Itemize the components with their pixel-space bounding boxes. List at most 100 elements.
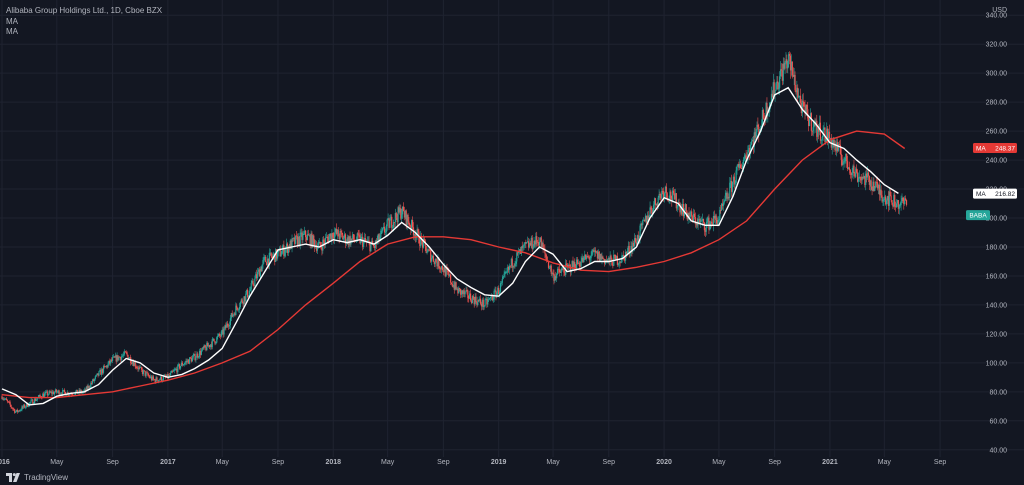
candle — [44, 390, 47, 396]
candle — [500, 281, 502, 287]
candle — [887, 190, 889, 212]
candle — [230, 312, 232, 322]
candle — [460, 288, 462, 299]
candle — [58, 389, 60, 397]
candle — [396, 213, 398, 228]
candle — [896, 199, 899, 207]
candle — [753, 127, 755, 153]
candle — [541, 241, 543, 247]
candle — [621, 252, 623, 264]
candle — [219, 333, 222, 340]
candle — [136, 365, 138, 369]
candle — [680, 202, 682, 215]
candle — [187, 358, 189, 364]
candle — [189, 357, 191, 365]
candle — [463, 288, 465, 298]
candle — [712, 211, 715, 232]
candle — [100, 368, 102, 375]
candle — [90, 381, 92, 389]
candle — [11, 406, 13, 409]
candle — [108, 360, 110, 366]
candle — [715, 213, 717, 224]
candle — [808, 114, 810, 132]
candle — [482, 297, 484, 311]
candle — [479, 294, 482, 306]
candle — [690, 210, 692, 217]
candle — [285, 238, 288, 253]
candle — [880, 185, 882, 198]
candle — [483, 305, 485, 310]
candle — [176, 366, 178, 375]
candle — [212, 337, 214, 342]
candle — [15, 409, 18, 413]
candle — [262, 257, 264, 269]
candle — [406, 214, 408, 231]
candle — [883, 196, 885, 206]
candle — [846, 153, 848, 168]
price-axis[interactable]: USD 40.00 60.00 80.00 100.00 120.00 140.00 160.… — [986, 7, 1008, 454]
tradingview-brand[interactable]: TradingView — [24, 473, 69, 482]
candle — [444, 265, 446, 278]
candle — [391, 214, 393, 232]
candle — [112, 354, 115, 358]
candle — [206, 341, 208, 351]
candle — [864, 175, 866, 188]
time-axis[interactable]: 2016 May Sep 2017 May Sep 2018 May Sep 2019 May Sep… — [0, 459, 946, 466]
candle — [850, 172, 852, 182]
candle — [241, 297, 243, 304]
candle — [25, 403, 28, 409]
candle — [851, 167, 853, 178]
candle — [705, 218, 707, 236]
candle — [207, 341, 209, 347]
candle — [545, 253, 547, 260]
candle — [305, 235, 308, 245]
candle — [729, 176, 731, 202]
y-tick-label: 260.00 — [986, 129, 1008, 136]
candle — [775, 81, 777, 91]
candle — [307, 229, 309, 236]
candle — [46, 389, 48, 398]
candle — [796, 80, 798, 100]
candle — [124, 350, 126, 353]
tradingview-logo-icon[interactable] — [6, 473, 20, 482]
candle — [293, 237, 295, 242]
candle — [21, 405, 23, 412]
y-tick-label: 340.00 — [986, 13, 1008, 20]
candle — [121, 353, 124, 358]
candle — [160, 375, 162, 381]
candle — [209, 344, 212, 350]
ma-fast-legend[interactable]: MA — [6, 16, 18, 26]
candle — [717, 216, 719, 227]
candle — [634, 234, 637, 244]
candle — [889, 189, 891, 197]
candle — [228, 321, 231, 329]
candle — [201, 347, 203, 352]
candle — [121, 353, 123, 363]
candle — [255, 271, 257, 279]
candle — [8, 400, 10, 404]
candle — [152, 374, 154, 381]
candle — [526, 241, 528, 244]
candle — [313, 234, 315, 246]
candle — [498, 289, 501, 298]
ma-slow-legend[interactable]: MA — [6, 27, 18, 36]
candle — [503, 270, 505, 278]
candle — [595, 250, 598, 254]
candle — [508, 263, 511, 275]
candle — [436, 258, 438, 269]
candle — [466, 287, 468, 295]
symbol-title[interactable]: Alibaba Group Holdings Ltd., 1D, Cboe BZ… — [6, 6, 163, 15]
last-price-badge: BABA — [966, 210, 990, 221]
candle — [265, 255, 267, 263]
candle — [529, 240, 531, 247]
candle — [728, 193, 730, 201]
candle — [622, 254, 624, 258]
y-tick-label: 140.00 — [986, 302, 1008, 309]
candle — [898, 203, 900, 215]
candle — [460, 289, 463, 298]
candle — [102, 364, 105, 375]
candle — [544, 244, 546, 259]
candle — [4, 397, 6, 401]
candle — [57, 389, 59, 394]
